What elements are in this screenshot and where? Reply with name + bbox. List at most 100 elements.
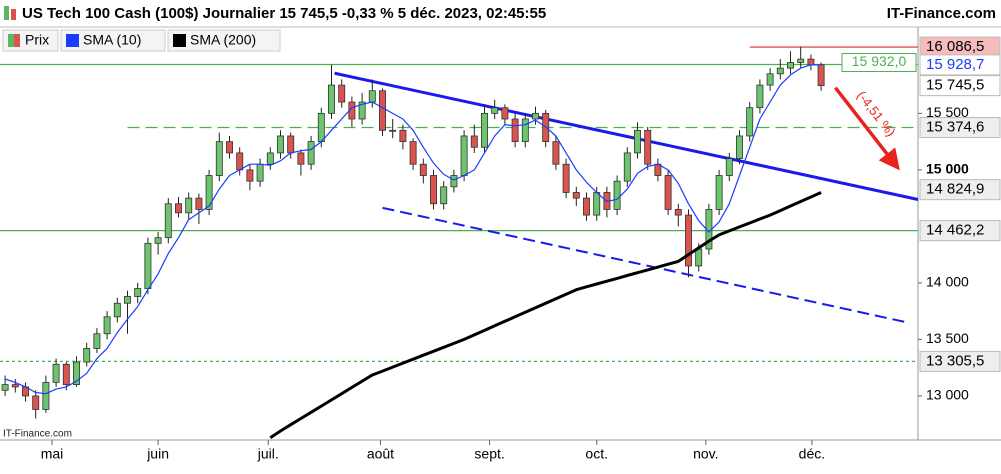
candle-body	[736, 135, 743, 159]
watermark: IT-Finance.com	[3, 429, 72, 440]
candle-body	[593, 192, 601, 216]
candle-body	[776, 67, 784, 75]
price-tag	[919, 117, 1001, 139]
x-tick-label: nov.	[693, 446, 718, 462]
x-tick-label: juil.	[257, 446, 279, 462]
candle-body	[787, 62, 794, 69]
candle-body	[501, 107, 509, 120]
candle-body	[409, 141, 417, 165]
candle-body	[215, 141, 223, 176]
price-tag	[919, 179, 1001, 201]
candle-body	[185, 197, 193, 214]
candle-body	[481, 112, 488, 148]
legend-swatch	[8, 34, 14, 47]
candle-body	[226, 141, 233, 154]
candle-body	[144, 242, 152, 289]
candle-body	[491, 107, 499, 114]
price-tag-label: 14 824,9	[926, 181, 984, 198]
candle-body	[634, 129, 641, 154]
candle-body	[266, 152, 274, 165]
candle-body	[205, 175, 213, 210]
y-tick-label: 14 000	[926, 274, 969, 290]
x-tick-label: déc.	[799, 446, 825, 462]
legend-swatch	[66, 34, 79, 47]
x-tick-label: oct.	[585, 446, 608, 462]
candle-body	[552, 141, 560, 165]
candle-body	[368, 90, 376, 103]
y-tick-label: 15 000	[926, 161, 969, 177]
x-tick-label: juin	[146, 446, 169, 462]
price-tag	[919, 54, 1001, 76]
candle-body	[664, 175, 672, 210]
candle-body	[317, 112, 325, 143]
price-tag	[919, 220, 1001, 242]
candle-body	[746, 107, 754, 137]
level-label: 15 932,0	[852, 53, 907, 69]
sma-line	[269, 191, 822, 439]
candle-body	[644, 129, 652, 165]
candle-body	[124, 296, 131, 304]
price-tag-label: 14 462,2	[926, 222, 984, 239]
x-tick-label: sept.	[474, 446, 504, 462]
candle-body	[175, 203, 182, 214]
level-label-box	[841, 53, 917, 73]
candle-body	[572, 192, 580, 199]
candle-body	[521, 118, 529, 143]
candle-body	[389, 129, 397, 132]
candle-body	[756, 84, 764, 109]
candle-body	[715, 175, 723, 210]
candle-body	[419, 163, 427, 176]
trendline	[334, 71, 919, 201]
candle-body	[532, 112, 539, 120]
header-icon	[4, 6, 9, 20]
header-brand: IT-Finance.com	[887, 5, 996, 22]
candle-body	[470, 135, 478, 148]
candle-body	[358, 101, 366, 120]
candle-body	[725, 158, 733, 176]
candle-body	[103, 316, 111, 335]
price-tag-label: 16 086,5	[926, 38, 984, 55]
candle-body	[807, 58, 815, 66]
candle-body	[797, 58, 805, 63]
candle-body	[297, 152, 305, 165]
candle-body	[1, 384, 9, 391]
candle-body	[430, 175, 437, 205]
candle-body	[379, 90, 386, 131]
candle-body	[277, 135, 284, 154]
candle-body	[195, 197, 203, 210]
price-tag	[919, 75, 1001, 97]
price-tag-label: 15 374,6	[926, 118, 984, 135]
candle-body	[134, 288, 142, 297]
candle-body	[440, 186, 448, 205]
candle-body	[307, 141, 315, 165]
candle-body	[674, 209, 682, 216]
candle-body	[695, 248, 703, 267]
price-tag-label: 15 745,5	[926, 77, 984, 94]
candle-body	[287, 135, 295, 154]
candle-body	[154, 237, 162, 244]
sma-line	[4, 64, 822, 395]
y-tick-label: 13 500	[926, 330, 969, 346]
legend-box	[167, 29, 281, 52]
y-tick-label: 15 500	[926, 104, 969, 120]
candle-body	[32, 395, 40, 410]
candle-body	[256, 163, 264, 182]
candle-body	[62, 363, 70, 386]
candle-body	[42, 381, 50, 410]
legend-box	[60, 29, 166, 52]
candle-body	[246, 169, 254, 182]
legend: Prix SMA (10) SMA (200)	[2, 29, 281, 52]
price-tag-label: 15 928,7	[926, 56, 984, 73]
candle-body	[623, 152, 631, 182]
candle-body	[562, 163, 570, 193]
candle-body	[113, 302, 121, 318]
candle-body	[817, 64, 825, 87]
legend-label: SMA (200)	[190, 32, 256, 48]
candle-body	[583, 197, 590, 216]
header-title: US Tech 100 Cash (100$) Journalier 15 74…	[22, 5, 546, 22]
candle-body	[766, 73, 774, 86]
header-icon	[11, 9, 16, 20]
candle-body	[511, 118, 519, 143]
